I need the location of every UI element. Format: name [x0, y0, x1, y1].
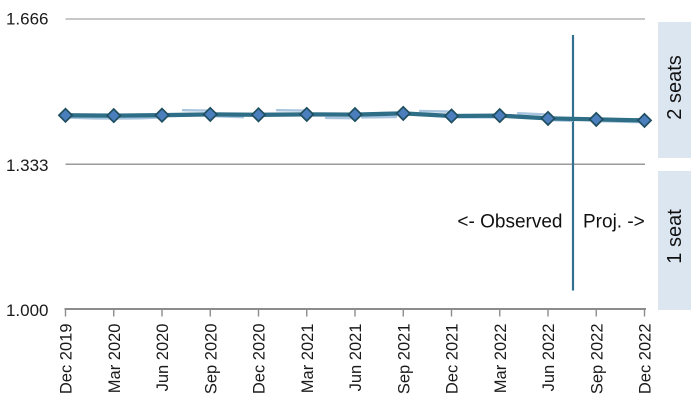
- svg-text:1.000: 1.000: [6, 301, 49, 320]
- svg-text:Jun 2021: Jun 2021: [347, 324, 365, 392]
- svg-text:Mar 2020: Mar 2020: [106, 324, 124, 394]
- svg-text:<- Observed: <- Observed: [457, 212, 562, 233]
- svg-text:Mar 2021: Mar 2021: [299, 324, 317, 394]
- svg-text:Sep 2021: Sep 2021: [395, 324, 413, 395]
- svg-text:Dec 2019: Dec 2019: [58, 324, 76, 395]
- svg-text:Jun 2020: Jun 2020: [154, 324, 172, 392]
- svg-text:Dec 2021: Dec 2021: [444, 324, 462, 395]
- svg-text:Jun 2022: Jun 2022: [540, 324, 558, 392]
- svg-text:1.666: 1.666: [6, 10, 49, 29]
- svg-text:Sep 2022: Sep 2022: [588, 324, 606, 395]
- svg-text:1 seat: 1 seat: [664, 209, 686, 264]
- svg-text:Sep 2020: Sep 2020: [202, 324, 220, 395]
- svg-text:2 seats: 2 seats: [664, 55, 686, 119]
- svg-text:Proj. ->: Proj. ->: [583, 212, 645, 233]
- svg-text:Dec 2020: Dec 2020: [251, 324, 269, 395]
- svg-text:Dec 2022: Dec 2022: [637, 324, 655, 395]
- svg-text:1.333: 1.333: [6, 156, 49, 175]
- svg-text:Mar 2022: Mar 2022: [492, 324, 510, 394]
